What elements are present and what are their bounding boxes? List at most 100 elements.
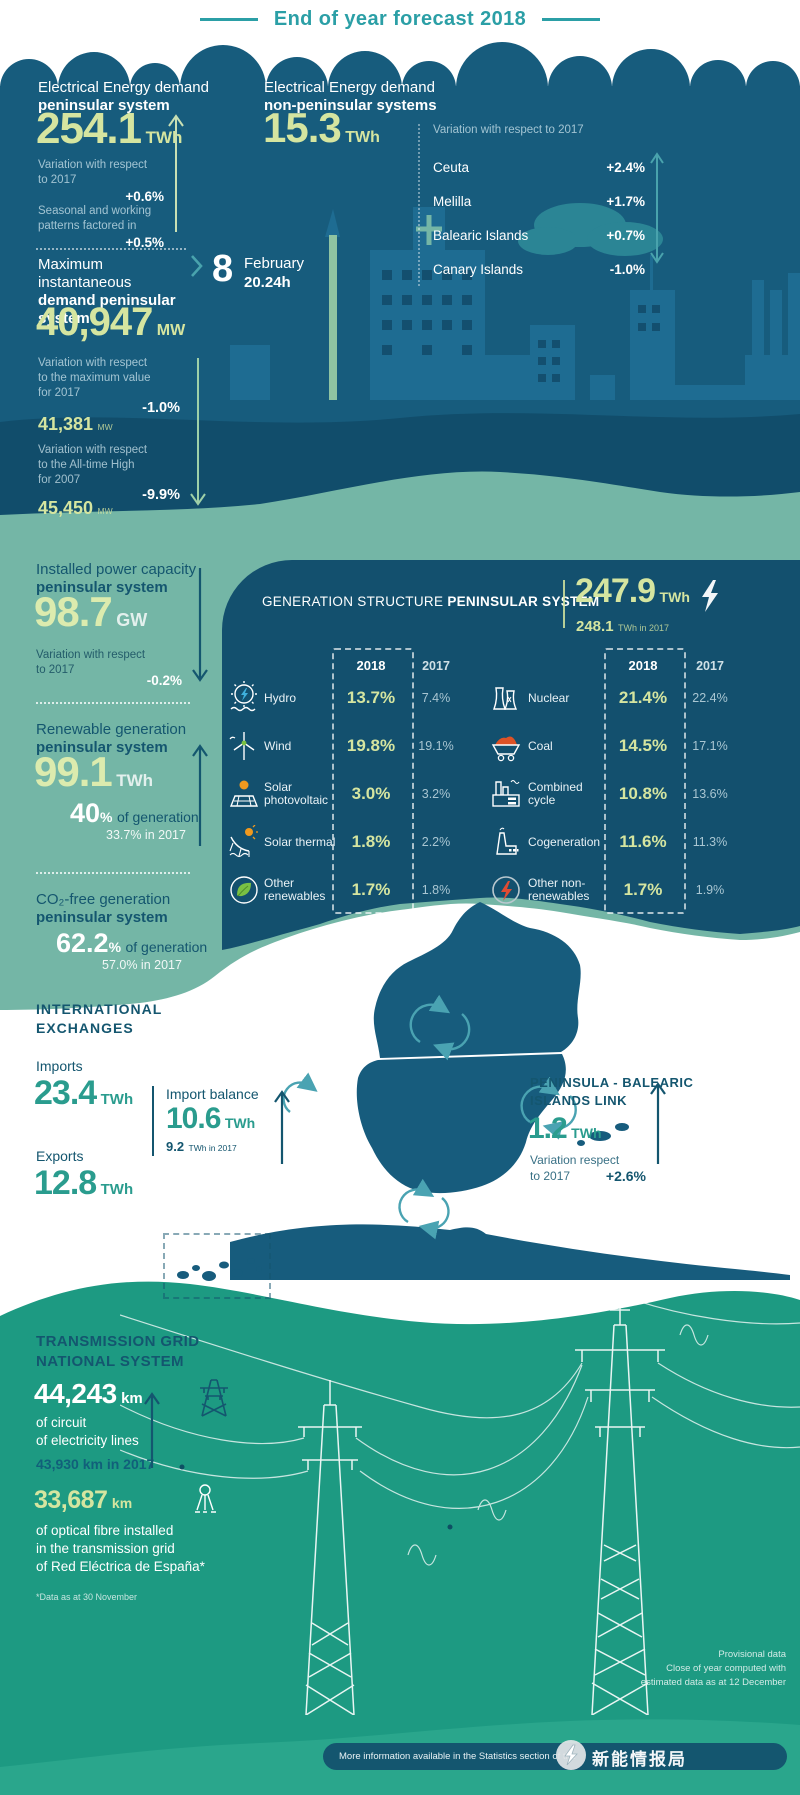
divider (36, 248, 186, 250)
islands-variation-title: Variation with respect to 2017 (433, 124, 584, 136)
balearic-link-value: 1.2 TWh (528, 1112, 602, 1145)
page-title: End of year forecast 2018 (273, 8, 527, 30)
exchanges-title: INTERNATIONAL EXCHANGES (36, 1001, 163, 1036)
down-arrow-icon (190, 358, 206, 506)
fibre-km-value: 33,687 km (34, 1486, 133, 1514)
up-arrow-icon (274, 1090, 290, 1164)
table-row: Wind 19.8% 19.1% Coal 14.5% 17.1% (222, 722, 800, 770)
watermark-logo (556, 1740, 586, 1770)
solar-thermal-icon (226, 818, 262, 866)
spain-map (230, 902, 790, 1280)
imports-label: Imports (36, 1058, 83, 1074)
nuclear-icon (488, 674, 524, 722)
double-arrow-icon (650, 152, 664, 264)
section1-bottom-waves (0, 400, 800, 522)
grid-footnote: *Data as at 30 November (36, 1592, 138, 1602)
generation-table-panel (222, 560, 800, 882)
peninsular-demand-variation: Variation with respect to 2017 +0.6% (38, 159, 164, 204)
max-demand-value: 40,947 MW (36, 300, 186, 344)
canary-islands (177, 1258, 262, 1281)
balearic-link-variation: Variation respect to 2017 +2.6% (530, 1153, 646, 1184)
islands-variation-block: Variation with respect to 2017 Ceuta +2.4… (418, 124, 645, 286)
divider (36, 702, 190, 704)
other-nonrenewables-icon (488, 866, 524, 914)
fibre-icon (195, 1484, 216, 1513)
import-balance-2017: 9.2 TWh in 2017 (166, 1139, 237, 1154)
exports-label: Exports (36, 1148, 84, 1164)
footer-info-bar[interactable]: More information available in the Statis… (323, 1743, 787, 1770)
cogeneration-icon (488, 818, 524, 866)
up-arrow-icon (168, 114, 184, 232)
up-arrow-icon (650, 1082, 666, 1164)
divider (36, 872, 190, 874)
peninsular-demand-value: 254.1 TWh (36, 104, 183, 153)
max-demand-var-2017: Variation with respect to the maximum val… (38, 357, 180, 416)
table-row: Solar thermal 1.8% 2.2% Cogeneration 11.… (222, 818, 800, 866)
up-arrow-icon (192, 744, 208, 846)
grid-title: TRANSMISSION GRID NATIONAL SYSTEM (36, 1333, 200, 1370)
fibre-caption: of optical fibre installed in the transmi… (36, 1523, 205, 1574)
capacity-variation: Variation with respect to 2017 -0.2% (36, 649, 182, 688)
co2-free-share-2017: 57.0% in 2017 (102, 958, 182, 972)
combined-cycle-icon (488, 770, 524, 818)
co2-free-title: CO₂-free generation peninsular system (36, 891, 171, 926)
import-balance-label: Import balance (166, 1086, 259, 1102)
grid-km-2017: 43,930 km in 2017 (36, 1456, 155, 1472)
footer-info-text: More information available in the Statis… (339, 1751, 577, 1762)
capacity-value: 98.7 GW (34, 588, 148, 635)
leaf-icon (226, 866, 262, 914)
canary-islands-box (163, 1233, 271, 1299)
col-2018-box-left (332, 648, 414, 914)
col-header-2018: 2018 (356, 658, 386, 673)
alltime-high-value: 45,450 MW (38, 498, 113, 518)
scallop-edge (0, 42, 800, 90)
solar-pv-icon (226, 770, 262, 818)
col-header-2018: 2018 (628, 658, 658, 673)
pylon-icon (200, 1379, 228, 1417)
island-row: Canary Islands -1.0% (433, 261, 645, 277)
renewable-share: 40% of generation (70, 798, 199, 828)
generation-total-2017: 248.1 TWh in 2017 (576, 618, 670, 635)
max-2017-value: 41,381 MW (38, 414, 113, 434)
island-row: Ceuta +2.4% (433, 159, 645, 175)
renewable-share-2017: 33.7% in 2017 (106, 828, 186, 842)
page-header: End of year forecast 2018 (0, 8, 800, 31)
up-arrow-icon (144, 1392, 160, 1468)
generation-total: 247.9 TWh (575, 572, 690, 610)
col-2018-box-right (604, 648, 686, 914)
provisional-note: Provisional data Close of year computed w… (640, 1649, 786, 1688)
grid-km-caption: of circuit of electricity lines (36, 1415, 139, 1448)
island-row: Balearic Islands +0.7% (433, 227, 645, 243)
renewable-title: Renewable generation peninsular system (36, 721, 187, 756)
max-demand-title: Maximum instantaneous demand peninsular sy… (38, 256, 176, 327)
chevron-right-icon (191, 255, 203, 277)
exports-value: 12.8 TWh (34, 1164, 134, 1202)
title-dash-right (542, 18, 601, 21)
import-balance-block: Import balance 10.6 TWh 9.2 TWh in 2017 (152, 1086, 278, 1156)
peninsular-demand-title: Electrical Energy demand peninsular syste… (38, 79, 209, 114)
max-demand-var-alltime: Variation with respect to the All-time Hi… (38, 444, 180, 503)
table-row: Solar photovoltaic 3.0% 3.2% Combined cy… (222, 770, 800, 818)
max-demand-date: 8 (212, 248, 234, 290)
table-row: Hydro 13.7% 7.4% Nuclear 21.4% 22.4% (222, 674, 800, 722)
col-header-2017: 2017 (422, 659, 450, 673)
renewable-value: 99.1 TWh (34, 748, 154, 795)
col-header-2017: 2017 (696, 659, 724, 673)
grid-km-value: 44,243 km (34, 1378, 143, 1409)
imports-value: 23.4 TWh (34, 1074, 134, 1112)
coal-icon (488, 722, 524, 770)
non-peninsular-demand-value: 15.3 TWh (263, 104, 380, 151)
wind-icon (226, 722, 262, 770)
down-arrow-icon (192, 568, 208, 682)
transmission-towers-illustration (120, 1294, 800, 1715)
co2-free-share: 62.2% of generation (56, 928, 208, 958)
max-demand-date-detail: February 20.24h (244, 255, 305, 291)
watermark-text: 新能情报局 (592, 1750, 687, 1769)
table-row: Other renewables 1.7% 1.8% Other non-ren… (222, 866, 800, 914)
hydro-icon (226, 674, 262, 722)
non-peninsular-demand-title: Electrical Energy demand non-peninsular s… (264, 79, 437, 114)
import-balance-value: 10.6 TWh (166, 1102, 256, 1135)
peninsular-demand-seasonal: Seasonal and working patterns factored in… (38, 205, 164, 250)
teal-to-white-wave (0, 860, 800, 1020)
table-header-divider (563, 580, 565, 628)
